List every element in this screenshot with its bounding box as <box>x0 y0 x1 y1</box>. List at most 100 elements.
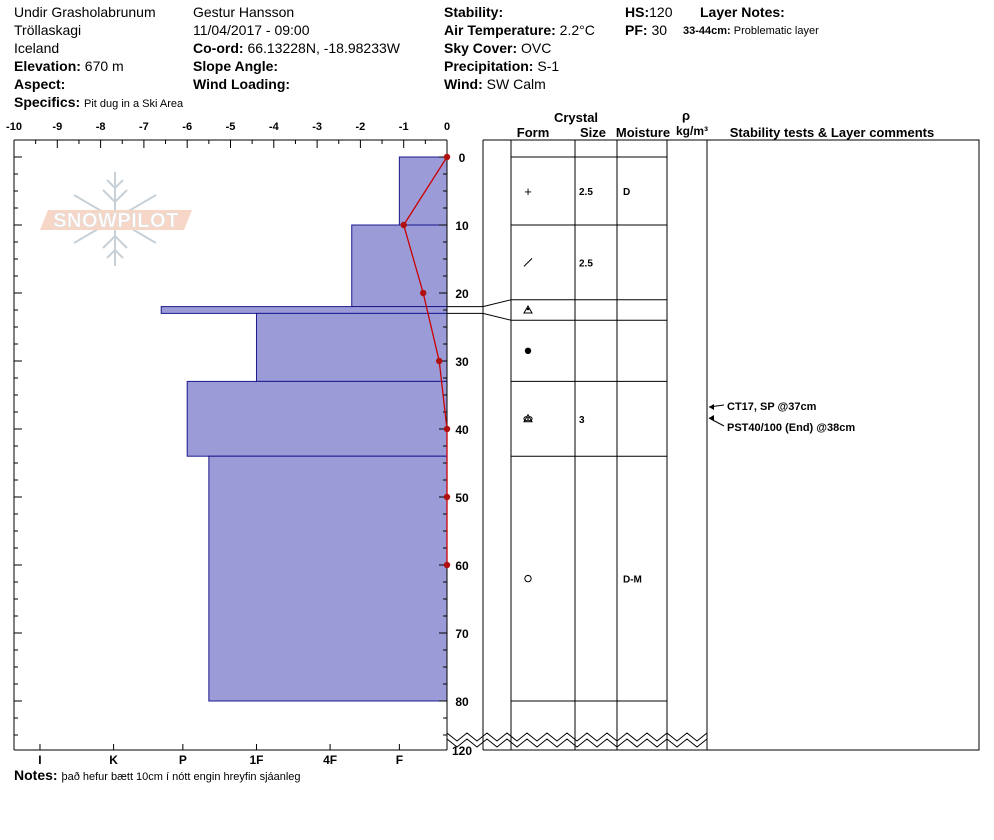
slope-row: Slope Angle: <box>193 57 278 75</box>
temp-tick-label-1: -9 <box>52 121 62 133</box>
col-header-moisture: Moisture <box>616 125 670 140</box>
stability-row: Stability: <box>444 3 503 21</box>
hardness-label-1: K <box>109 753 118 767</box>
hardness-label-2: P <box>179 753 187 767</box>
stability-test-0: CT17, SP @37cm <box>727 401 817 413</box>
dh-circle-b <box>527 416 533 422</box>
layer-table: +2.5 D 2.5 3 D-M CT17, SP @37cm PST40/100 (End… <box>446 139 980 751</box>
depth-tick-label-3: 30 <box>455 355 469 369</box>
wind-loading-label: Wind Loading: <box>193 76 291 92</box>
temperature-profile <box>400 153 451 569</box>
hs-value: 120 <box>649 4 673 20</box>
temp-point-2 <box>419 289 427 297</box>
hardness-label-5: F <box>396 753 403 767</box>
notes-row: Notes: það hefur bætt 10cm í nótt engin … <box>14 766 301 786</box>
facet-symbol-icon <box>523 304 533 314</box>
size-value-4: 3 <box>579 415 585 426</box>
coord-label: Co-ord: <box>193 40 244 56</box>
hardness-bar-1 <box>351 224 448 308</box>
moisture-value-0: D <box>623 187 630 198</box>
watermark-text: SNOWPILOT <box>53 210 179 232</box>
pf-value: 30 <box>651 22 668 38</box>
pf-row: PF: 30 <box>625 21 667 39</box>
col-header-comments: Stability tests & Layer comments <box>730 125 934 140</box>
form-symbol-0: + <box>524 184 532 199</box>
depth-tick-label-1: 10 <box>455 219 469 233</box>
melt-form-symbol-icon <box>524 347 532 354</box>
hardness-bars <box>160 156 448 702</box>
depth-tick-label-7: 70 <box>455 627 469 641</box>
layer-notes-row: 33-44cm: Problematic layer <box>683 22 819 40</box>
watermark-banner <box>40 210 192 230</box>
location-name: Undir Grasholabrunum <box>14 4 156 20</box>
stability-arrowhead-1 <box>709 415 714 421</box>
precip-value: S-1 <box>537 58 560 74</box>
temp-point-5 <box>443 493 451 501</box>
facet-dot <box>526 307 530 311</box>
coord-row: Co-ord: 66.13228N, -18.98233W <box>193 39 400 57</box>
stability-test-1: PST40/100 (End) @38cm <box>727 422 855 434</box>
sky-label: Sky Cover: <box>444 40 518 56</box>
air-temp-row: Air Temperature: 2.2°C <box>444 21 595 39</box>
stability-label: Stability: <box>444 4 504 20</box>
aspect-row: Aspect: <box>14 75 65 93</box>
depth-tick-label-4: 40 <box>455 423 469 437</box>
hardness-bar-2 <box>160 306 448 314</box>
temp-tick-label-8: -2 <box>356 121 366 133</box>
temp-point-3 <box>436 357 443 365</box>
hs-label: HS: <box>625 4 650 20</box>
pf-label: PF: <box>625 22 648 38</box>
coord-value: 66.13228N, -18.98233W <box>247 40 400 56</box>
snowpilot-watermark: SNOWPILOT <box>40 172 192 266</box>
temp-tick-label-9: -1 <box>399 121 409 133</box>
col-header-density: kg/m³ <box>676 124 708 138</box>
depth-tick-label-5: 50 <box>455 491 469 505</box>
connector-bottom <box>447 312 512 321</box>
temp-tick-label-3: -7 <box>139 121 149 133</box>
notes-text: það hefur bætt 10cm í nótt engin hreyfin… <box>61 771 301 783</box>
col-header-rho: ρ <box>682 108 690 123</box>
temp-tick-label-5: -5 <box>226 121 236 133</box>
size-value-1: 2.5 <box>579 258 593 269</box>
temp-tick-label-4: -6 <box>182 121 192 133</box>
wind-row: Wind: SW Calm <box>444 75 546 93</box>
precip-row: Precipitation: S-1 <box>444 57 559 75</box>
slope-label: Slope Angle: <box>193 58 279 74</box>
depth-tick-label-0: 0 <box>459 151 466 165</box>
col-header-form: Form <box>517 125 550 140</box>
hardness-bar-4 <box>186 380 448 457</box>
air-temp-label: Air Temperature: <box>444 22 556 38</box>
temp-tick-label-2: -8 <box>96 121 106 133</box>
depth-hoar-symbol-icon <box>523 413 533 423</box>
depth-break-zigzag-top <box>446 732 708 742</box>
depth-tick-label-6: 60 <box>455 559 469 573</box>
specifics-row: Specifics: Pit dug in a Ski Area <box>14 93 183 113</box>
country-name: Iceland <box>14 40 60 56</box>
notes-label: Notes: <box>14 767 58 783</box>
temp-point-6 <box>443 561 451 569</box>
aspect-label: Aspect: <box>14 76 66 92</box>
temp-tick-label-10: 0 <box>444 121 450 133</box>
wind-value: SW Calm <box>486 76 546 92</box>
observation-datetime: 11/04/2017 - 09:00 <box>193 22 310 38</box>
observer-name: Gestur Hansson <box>193 4 295 20</box>
hardness-label-4: 4F <box>323 753 337 767</box>
temp-point-0 <box>443 153 451 161</box>
region-name: Tröllaskagi <box>14 22 82 38</box>
comments-frame <box>706 139 980 751</box>
dh-triangle <box>523 413 533 423</box>
elevation-value: 670 m <box>84 58 124 74</box>
sky-row: Sky Cover: OVC <box>444 39 551 57</box>
moisture-value-5: D-M <box>623 575 642 586</box>
hardness-label-3: 1F <box>249 753 263 767</box>
specifics-value: Pit dug in a Ski Area <box>84 98 184 110</box>
hs-row: HS:120 <box>625 3 672 21</box>
rounded-grain-symbol-icon <box>524 574 532 583</box>
layer-notes-label: Layer Notes: <box>700 4 785 20</box>
depth-tick-label-2: 20 <box>455 287 469 301</box>
hardness-bar-3 <box>255 312 448 382</box>
temp-tick-label-0: -10 <box>6 121 22 133</box>
air-temp-value: 2.2°C <box>559 22 595 38</box>
layer-note-range: 33-44cm: <box>683 25 731 37</box>
